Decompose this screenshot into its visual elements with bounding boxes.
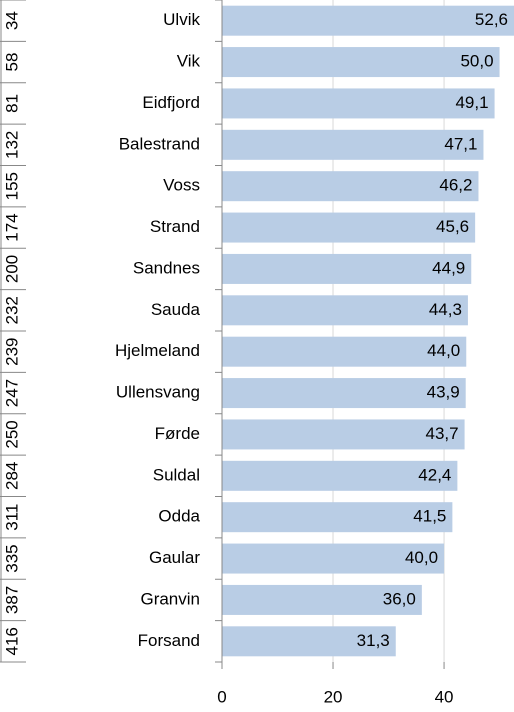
y-tick-label: Ullensvang	[116, 383, 200, 402]
value-label: 41,5	[413, 507, 446, 526]
rank-label: 58	[2, 53, 21, 72]
y-tick-label: Strand	[150, 217, 200, 236]
y-tick-label: Førde	[155, 424, 200, 443]
y-tick-label: Sauda	[151, 300, 201, 319]
value-label: 36,0	[383, 589, 416, 608]
rank-label: 247	[2, 379, 21, 407]
x-tick-label: 20	[324, 687, 343, 706]
bar	[222, 253, 472, 284]
rank-label: 335	[2, 544, 21, 572]
rank-label: 132	[2, 131, 21, 159]
x-tick-label: 0	[217, 687, 226, 706]
y-tick-label: Granvin	[140, 589, 200, 608]
y-tick-label: Vik	[177, 52, 201, 71]
bar	[222, 626, 396, 657]
rank-label: 174	[2, 213, 21, 241]
rank-label: 387	[2, 586, 21, 614]
bar	[222, 502, 453, 533]
value-label: 50,0	[460, 52, 493, 71]
rank-label: 81	[2, 94, 21, 113]
y-tick-label: Hjelmeland	[115, 341, 200, 360]
bar	[222, 129, 484, 160]
bar	[222, 543, 445, 574]
y-tick-label: Odda	[158, 507, 200, 526]
y-tick-label: Balestrand	[119, 134, 200, 153]
value-label: 52,6	[475, 10, 508, 29]
value-label: 44,9	[432, 258, 465, 277]
y-tick-label: Suldal	[153, 465, 200, 484]
value-label: 47,1	[444, 134, 477, 153]
y-tick-label: Voss	[163, 176, 200, 195]
value-label: 44,0	[427, 341, 460, 360]
rank-label: 284	[2, 462, 21, 490]
rank-label: 250	[2, 420, 21, 448]
bar	[222, 378, 466, 409]
rank-label: 416	[2, 627, 21, 655]
y-tick-label: Forsand	[138, 631, 200, 650]
bar	[222, 419, 465, 450]
rank-label: 311	[2, 504, 21, 531]
y-tick-label: Eidfjord	[142, 93, 200, 112]
value-label: 40,0	[405, 548, 438, 567]
y-tick-label: Gaular	[149, 548, 200, 567]
rank-label: 34	[2, 11, 21, 30]
bar	[222, 460, 458, 491]
rank-label: 232	[2, 296, 21, 324]
value-label: 43,7	[425, 424, 458, 443]
rank-label: 200	[2, 255, 21, 283]
rank-label: 239	[2, 338, 21, 366]
bar	[222, 584, 422, 615]
value-label: 49,1	[455, 93, 488, 112]
value-label: 46,2	[439, 176, 472, 195]
y-tick-label: Sandnes	[133, 258, 200, 277]
value-label: 45,6	[436, 217, 469, 236]
value-label: 42,4	[418, 465, 451, 484]
bar	[222, 5, 514, 36]
bar	[222, 295, 468, 326]
bar	[222, 336, 467, 367]
value-label: 31,3	[357, 631, 390, 650]
value-label: 43,9	[427, 383, 460, 402]
bar	[222, 47, 500, 78]
value-label: 44,3	[429, 300, 462, 319]
bar	[222, 212, 476, 243]
y-tick-label: Ulvik	[163, 10, 200, 29]
rank-label: 155	[2, 172, 21, 200]
bar	[222, 171, 479, 202]
x-tick-label: 40	[435, 687, 454, 706]
bar	[222, 88, 495, 119]
